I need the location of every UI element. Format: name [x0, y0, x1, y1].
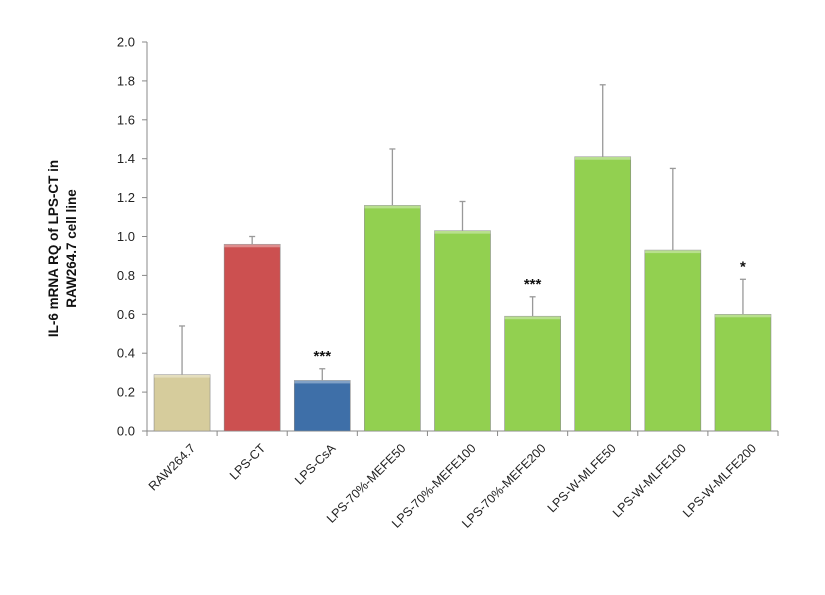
y-tick-label: 1.0	[117, 229, 135, 244]
bar-highlight	[434, 230, 491, 234]
y-axis-title-line: RAW264.7 cell line	[64, 189, 79, 308]
x-tick-label: LPS-W-MLFE200	[680, 441, 759, 520]
bar-highlight	[574, 156, 631, 160]
y-tick-label: 1.6	[117, 112, 135, 127]
x-tick-label: LPS-CT	[227, 441, 269, 483]
y-axis-title-line: IL-6 mRNA RQ of LPS-CT in	[46, 160, 61, 337]
y-tick-label: 1.8	[117, 73, 135, 88]
significance-label: ***	[314, 348, 332, 365]
significance-label: *	[740, 258, 746, 275]
bar	[644, 249, 702, 432]
bar-highlight	[504, 316, 561, 320]
significance-label: ***	[524, 276, 542, 293]
bar-highlight	[294, 380, 351, 384]
y-tick-label: 0.6	[117, 307, 135, 322]
y-axis-title: IL-6 mRNA RQ of LPS-CT in RAW264.7 cell l…	[46, 160, 79, 337]
bar	[293, 380, 351, 432]
y-tick-label: 0.0	[117, 424, 135, 439]
bar	[714, 313, 772, 432]
y-tick-label: 0.4	[117, 346, 135, 361]
bar-highlight	[154, 374, 211, 378]
y-tick-label: 2.0	[117, 35, 135, 50]
y-tick-label: 1.2	[117, 190, 135, 205]
bar	[223, 243, 281, 432]
bar	[434, 230, 491, 432]
x-axis: RAW264.7 LPS-CT LPS-CsALPS-70%-MEFE50LPS-7…	[146, 430, 779, 531]
y-tick-label: 0.2	[117, 385, 135, 400]
bar-highlight	[714, 314, 771, 318]
x-tick-label: LPS-W-MLFE100	[610, 441, 689, 520]
y-tick-label: 1.4	[117, 151, 135, 166]
x-tick-label: LPS-CsA	[292, 441, 339, 488]
bar	[574, 156, 632, 432]
bar-highlight	[644, 250, 701, 254]
x-tick-label: RAW264.7	[146, 441, 198, 493]
y-tick-label: 0.8	[117, 268, 135, 283]
bar-highlight	[364, 205, 421, 209]
bar	[153, 374, 211, 432]
y-axis-title-text: IL-6 mRNA RQ of LPS-CT in RAW264.7 cell l…	[46, 160, 79, 337]
bars: *******	[153, 84, 772, 432]
bar	[364, 205, 421, 432]
x-tick-label: LPS-W-MLFE50	[545, 441, 619, 515]
y-axis: 0.0 0.2 0.4 0.6 0.8 1.0 1.2 1.4 1.6 1.8 2.0	[117, 35, 148, 439]
bar	[504, 315, 561, 432]
bar-highlight	[224, 244, 281, 248]
